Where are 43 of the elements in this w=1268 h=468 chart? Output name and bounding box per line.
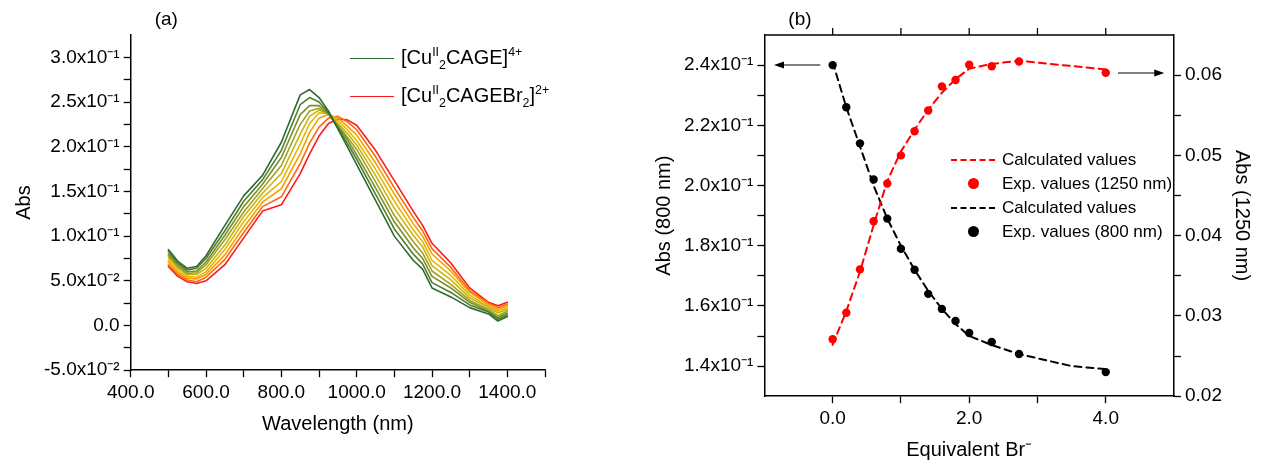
y-tick-label: 2.2x10⁻¹ — [684, 113, 754, 135]
y-axis-title: Abs (800 nm) — [651, 155, 674, 276]
y-tick-label: 1.5x10⁻¹ — [50, 179, 120, 201]
chart-title: (a) — [154, 7, 178, 29]
x-tick-label: 1400.0 — [478, 380, 537, 402]
y-tick-label: 1.8x10⁻¹ — [684, 233, 754, 255]
y-tick-label: 3.0x10⁻¹ — [50, 45, 120, 67]
point — [937, 82, 947, 91]
legend-label: Calculated values — [1002, 149, 1137, 170]
y-tick-label: 5.0x10⁻² — [50, 269, 120, 291]
y-tick-label: 1.6x10⁻¹ — [684, 294, 754, 316]
chart-title: (b) — [788, 7, 812, 29]
y-tick-label: 1.0x10⁻¹ — [50, 224, 120, 246]
legend-label: Exp. values (1250 nm) — [1002, 173, 1173, 194]
legend-label: [Cu$^{II}$$_{2}$CAGE]$^{4+}$ — [401, 44, 523, 72]
x-axis-title: Equivalent Br⁻ — [906, 437, 1033, 460]
y2-tick-label: 0.02 — [1185, 384, 1222, 406]
y-tick-label: -5.0x10⁻² — [44, 358, 120, 380]
x-tick-label: 1200.0 — [402, 380, 462, 402]
x-tick-label: 4.0 — [1092, 406, 1119, 428]
y2-tick-label: 0.03 — [1185, 304, 1222, 326]
y2-tick-label: 0.06 — [1185, 63, 1222, 85]
y-tick-label: 2.0x10⁻¹ — [50, 134, 120, 156]
point — [1101, 68, 1110, 77]
legend-label: Calculated values — [1002, 197, 1137, 218]
legend-label: [Cu$^{II}$$_{2}$CAGEBr$_{2}$]$^{2+}$ — [401, 82, 550, 110]
y-axis-title: Abs — [11, 185, 34, 220]
y-tick-label: 2.4x10⁻¹ — [684, 53, 754, 75]
x-tick-label: 2.0 — [955, 406, 983, 428]
y-tick-label: 0.0 — [93, 313, 120, 335]
x-axis-title: Wavelength (nm) — [262, 411, 414, 434]
y2-tick-label: 0.04 — [1185, 223, 1223, 245]
y-tick-label: 2.5x10⁻¹ — [50, 90, 120, 112]
x-tick-label: 1000.0 — [327, 380, 386, 402]
y2-tick-label: 0.05 — [1185, 143, 1222, 165]
x-tick-label: 600.0 — [182, 380, 230, 402]
y-tick-label: 1.4x10⁻¹ — [684, 354, 754, 376]
y-tick-label: 2.0x10⁻¹ — [684, 173, 754, 195]
x-tick-label: 0.0 — [819, 406, 846, 428]
y2-axis-title: Abs (1250 nm) — [1232, 150, 1255, 282]
x-tick-label: 400.0 — [106, 380, 155, 402]
legend-label: Exp. values (800 nm) — [1002, 221, 1163, 242]
x-tick-label: 800.0 — [257, 380, 306, 402]
